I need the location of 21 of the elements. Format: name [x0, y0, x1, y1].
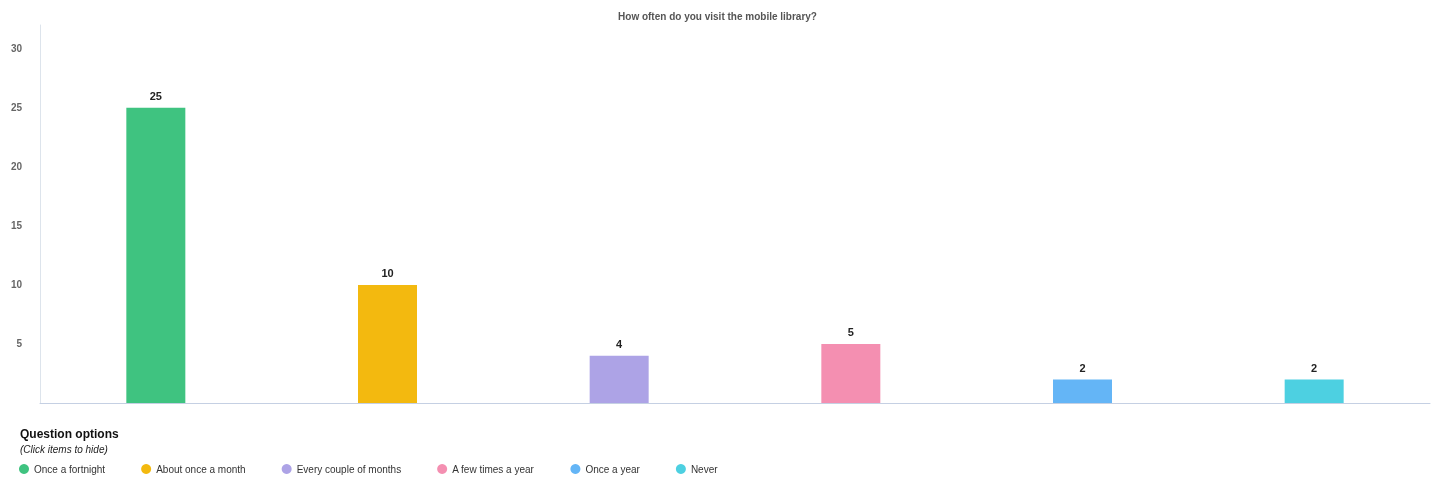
legend-label: Never — [690, 463, 719, 475]
y-tick-label: 20 — [10, 161, 23, 173]
data-label: 5 — [847, 326, 854, 339]
data-label: 10 — [381, 267, 394, 280]
y-tick-label: 30 — [10, 43, 23, 55]
data-label: 2 — [1079, 361, 1086, 374]
legend-title: Question options — [20, 427, 119, 441]
legend-label: About once a month — [156, 463, 246, 475]
chart-title: How often do you visit the mobile library? — [618, 10, 817, 22]
legend-label: A few times a year — [452, 463, 535, 475]
legend-label: Every couple of months — [296, 463, 402, 475]
legend-label: Once a fortnight — [34, 463, 106, 475]
y-tick-label: 15 — [10, 220, 23, 232]
data-label: 25 — [149, 90, 162, 103]
legend-label: Once a year — [585, 463, 641, 475]
y-tick-label: 10 — [10, 279, 23, 291]
data-label: 2 — [1311, 361, 1318, 374]
text: (Click items to hide) — [20, 443, 108, 455]
y-tick-label: 25 — [10, 102, 23, 114]
data-label: 4 — [616, 338, 624, 351]
y-tick-label: 5 — [16, 338, 23, 350]
